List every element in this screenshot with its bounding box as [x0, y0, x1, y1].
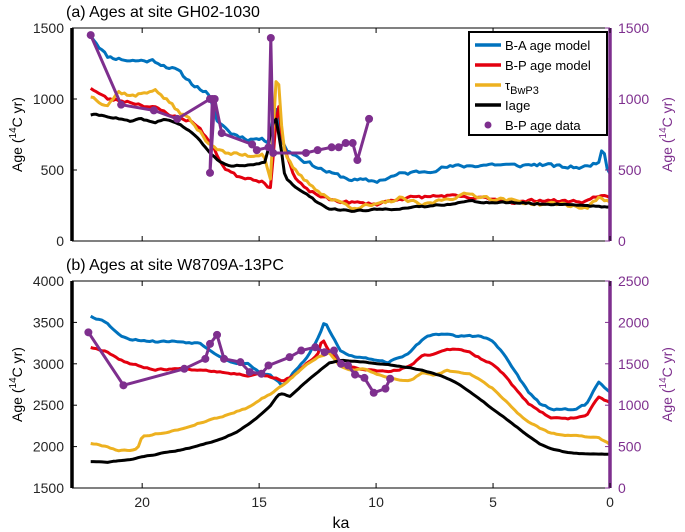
legend-label: τBwP3	[505, 78, 539, 97]
bp-age-data-point	[201, 354, 210, 363]
legend-item: Iage	[475, 98, 530, 113]
left-tick-label: 3000	[33, 356, 64, 372]
bp-age-data-point	[301, 148, 310, 157]
left-axis-label: Age (14C yr)	[8, 347, 25, 422]
bp-age-data-point	[344, 361, 353, 370]
left-tick-label: 2000	[33, 439, 64, 455]
series-line-iage	[90, 358, 610, 464]
right-tick-label: 2500	[618, 273, 649, 289]
bp-age-data-point	[341, 139, 350, 148]
panel-title: (a) Ages at site GH02-1030	[66, 4, 260, 21]
bp-age-data-point	[327, 143, 336, 152]
legend-item: τBwP3	[475, 78, 539, 97]
bp-age-data-point	[210, 95, 219, 103]
bp-age-data-point	[257, 369, 266, 378]
bp-age-data-point	[369, 388, 378, 397]
series-line-b-a-age-model	[89, 35, 610, 184]
right-tick-label: 1500	[618, 20, 649, 36]
bp-age-data-point	[217, 129, 226, 138]
bp-age-data-point	[353, 156, 362, 165]
legend-label: B-A age model	[505, 38, 590, 53]
x-tick-label: 10	[368, 494, 384, 510]
bp-age-data-point	[311, 343, 320, 352]
bp-age-data-point	[84, 328, 93, 337]
left-tick-label: 3500	[33, 314, 64, 330]
bp-age-data-point	[329, 346, 338, 355]
bp-age-data-point	[348, 139, 357, 148]
bp-age-data-point	[334, 143, 343, 152]
bp-age-data-point	[381, 384, 390, 393]
panel-a: (a) Ages at site GH02-1030 0 500 1000 1500 0 5…	[8, 4, 675, 249]
legend-label: B-P age data	[505, 118, 581, 133]
left-tick-label: 1500	[33, 20, 64, 36]
right-tick-label: 1000	[618, 91, 649, 107]
x-tick-label: 5	[489, 494, 497, 510]
bp-age-data-point	[86, 31, 95, 40]
bp-age-data-point	[320, 348, 329, 357]
panel-title: (b) Ages at site W8709A-13PC	[66, 257, 284, 274]
bp-age-data-point	[365, 114, 374, 123]
bp-age-data-point	[252, 146, 261, 155]
bp-age-data-point	[206, 339, 215, 348]
series-line-iage	[90, 112, 610, 213]
bp-age-data-point	[248, 140, 257, 149]
series-line-b-p-age-model	[90, 339, 610, 421]
bp-age-data-point	[119, 381, 128, 390]
right-tick-label: 500	[618, 162, 642, 178]
x-tick-label: 15	[251, 494, 267, 510]
right-tick-label: 2000	[618, 314, 649, 330]
left-tick-label: 1500	[33, 480, 64, 496]
left-tick-label: 4000	[33, 273, 64, 289]
left-tick-label: 2500	[33, 397, 64, 413]
bp-age-data-point	[117, 100, 126, 109]
bp-age-data-point	[213, 330, 222, 339]
bp-age-data-point	[360, 373, 369, 382]
left-axis-label: Age (14C yr)	[8, 97, 25, 172]
bp-age-data-point	[236, 358, 245, 367]
bp-age-data-point	[337, 359, 345, 368]
legend-item: B-A age model	[475, 38, 590, 53]
left-tick-label: 500	[41, 162, 65, 178]
bp-age-data-point	[173, 114, 182, 123]
legend-item: B-P age model	[475, 58, 591, 73]
right-axis-label: Age (14C yr)	[658, 347, 675, 422]
legend-label: Iage	[505, 98, 530, 113]
panel-b: (b) Ages at site W8709A-13PC 20 15 10 5 0 1500…	[8, 257, 675, 510]
legend-label: B-P age model	[505, 58, 591, 73]
bp-age-data-point	[285, 353, 294, 362]
bp-age-data-point	[266, 33, 275, 42]
x-tick-label: 0	[606, 494, 614, 510]
bp-age-data-point	[264, 361, 273, 370]
right-tick-label: 0	[618, 480, 626, 496]
bp-age-data-point	[206, 168, 215, 177]
legend-marker	[484, 121, 492, 129]
bp-age-data-point	[264, 143, 273, 152]
right-axis-label: Age (14C yr)	[658, 97, 675, 172]
bp-age-data-point	[351, 370, 360, 379]
bp-age-data-point	[149, 106, 158, 115]
left-tick-label: 0	[56, 233, 64, 249]
bp-age-data-point	[297, 346, 306, 355]
left-tick-label: 1000	[33, 91, 64, 107]
right-tick-label: 1000	[618, 397, 649, 413]
bp-age-data-point	[313, 146, 322, 155]
x-axis-label: ka	[333, 515, 350, 532]
bp-age-data-point	[269, 148, 278, 157]
bp-age-data-point	[220, 354, 229, 363]
bp-age-data-line	[89, 34, 371, 175]
bp-age-data-point	[245, 368, 254, 377]
bp-age-data-point	[386, 374, 395, 383]
series-line-b-a-age-model	[89, 314, 610, 412]
bp-age-data-point	[180, 364, 189, 373]
right-tick-label: 500	[618, 439, 642, 455]
right-tick-label: 1500	[618, 356, 649, 372]
x-tick-label: 20	[134, 494, 150, 510]
legend-item: B-P age data	[484, 118, 581, 133]
right-tick-label: 0	[618, 233, 626, 249]
